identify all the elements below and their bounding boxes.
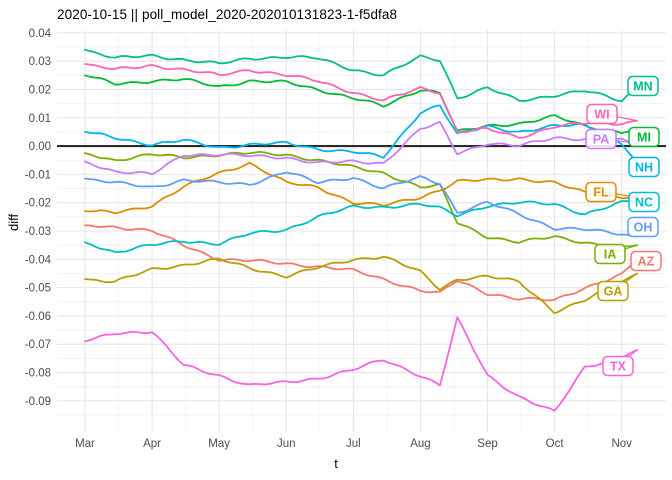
x-tick-label: Oct (546, 438, 565, 450)
x-tick-label: May (208, 438, 230, 450)
series-line-ga (84, 255, 639, 315)
state-label-az: AZ (638, 255, 655, 269)
x-tick-label: Aug (410, 438, 430, 450)
y-tick-label: 0.00 (29, 141, 51, 153)
state-label-ia: IA (604, 248, 617, 262)
state-label-box-oh (627, 216, 659, 238)
series-line-pa (84, 120, 639, 176)
y-tick-label: 0.04 (29, 28, 52, 40)
state-label-pa: PA (593, 133, 609, 147)
y-tick-label: -0.09 (25, 396, 51, 408)
y-tick-label: 0.02 (29, 84, 51, 96)
x-tick-label: Mar (75, 438, 95, 450)
state-label-fl: FL (593, 186, 609, 200)
state-label-ga: GA (604, 285, 623, 299)
x-tick-label: Jul (346, 438, 361, 450)
state-label-box-nh (628, 156, 660, 178)
state-label-mi: MI (637, 131, 651, 145)
y-tick-label: 0.01 (29, 113, 51, 125)
state-label-nh: NH (635, 161, 653, 175)
x-tick-label: Nov (611, 438, 632, 450)
series-line-tx (84, 316, 639, 412)
y-tick-label: -0.03 (25, 226, 51, 238)
y-tick-label: -0.08 (25, 368, 51, 380)
state-label-box-az (630, 250, 662, 272)
series-line-nh (84, 104, 639, 164)
state-label-box-pa (585, 128, 617, 150)
x-tick-label: Apr (143, 438, 161, 450)
state-label-oh: OH (634, 221, 653, 235)
state-label-box-mn (627, 75, 659, 97)
series-line-nc (84, 199, 639, 253)
series-line-oh (84, 171, 639, 238)
y-tick-label: -0.05 (25, 283, 51, 295)
y-tick-label: -0.04 (25, 254, 52, 266)
state-label-box-fl (585, 181, 617, 203)
series-line-wi (84, 63, 639, 139)
y-tick-label: -0.06 (25, 311, 51, 323)
state-label-wi: WI (594, 108, 609, 122)
y-tick-label: -0.02 (25, 198, 51, 210)
state-label-box-tx (602, 355, 634, 377)
state-label-box-ia (594, 243, 626, 265)
series-line-fl (84, 161, 639, 215)
state-label-mn: MN (633, 80, 652, 94)
chart-title: 2020-10-15 || poll_model_2020-2020101318… (57, 7, 398, 22)
state-label-box-wi (586, 103, 618, 125)
series-line-mn (84, 48, 639, 103)
series-line-mi (84, 74, 639, 134)
series-line-ia (84, 151, 639, 248)
state-label-box-ga (597, 280, 629, 302)
x-tick-label: Sep (477, 438, 497, 450)
state-label-tx: TX (610, 360, 627, 374)
y-tick-label: 0.03 (29, 56, 51, 68)
y-tick-label: -0.01 (25, 169, 51, 181)
y-tick-label: -0.07 (25, 339, 51, 351)
x-tick-label: Jun (277, 438, 296, 450)
state-label-box-mi (628, 126, 660, 148)
state-label-nc: NC (635, 196, 653, 210)
y-axis-title: diff (6, 213, 21, 231)
x-axis-title: t (334, 456, 338, 471)
state-label-box-nc (628, 191, 660, 213)
